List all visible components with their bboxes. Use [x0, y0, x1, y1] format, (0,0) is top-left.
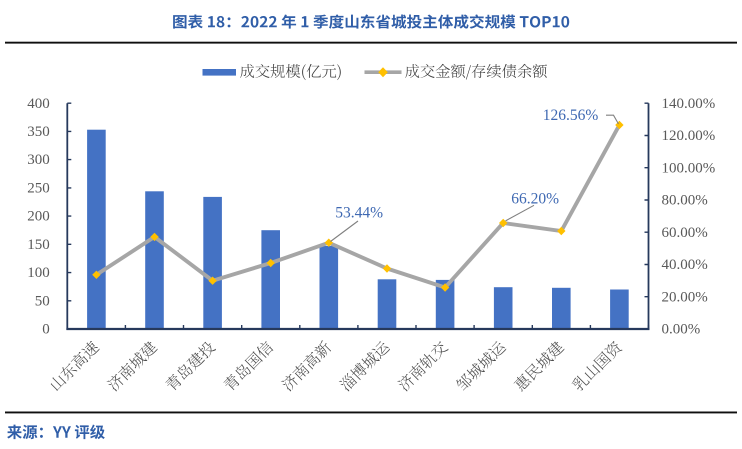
- svg-text:300: 300: [27, 152, 50, 168]
- svg-text:250: 250: [27, 181, 50, 197]
- svg-text:120.00%: 120.00%: [662, 128, 716, 144]
- svg-text:20.00%: 20.00%: [662, 289, 708, 305]
- svg-text:100: 100: [27, 265, 50, 281]
- svg-text:140.00%: 140.00%: [662, 96, 716, 112]
- svg-text:66.20%: 66.20%: [511, 190, 559, 207]
- svg-text:126.56%: 126.56%: [543, 107, 599, 124]
- svg-text:350: 350: [27, 124, 50, 140]
- svg-text:150: 150: [27, 237, 50, 253]
- svg-text:400: 400: [27, 96, 50, 112]
- svg-text:0: 0: [42, 322, 50, 338]
- svg-text:200: 200: [27, 209, 50, 225]
- svg-text:80.00%: 80.00%: [662, 193, 708, 209]
- svg-text:100.00%: 100.00%: [662, 160, 716, 176]
- svg-text:40.00%: 40.00%: [662, 257, 708, 273]
- svg-text:0.00%: 0.00%: [662, 322, 701, 338]
- svg-text:50: 50: [35, 293, 50, 309]
- svg-text:60.00%: 60.00%: [662, 225, 708, 241]
- svg-text:53.44%: 53.44%: [335, 205, 383, 222]
